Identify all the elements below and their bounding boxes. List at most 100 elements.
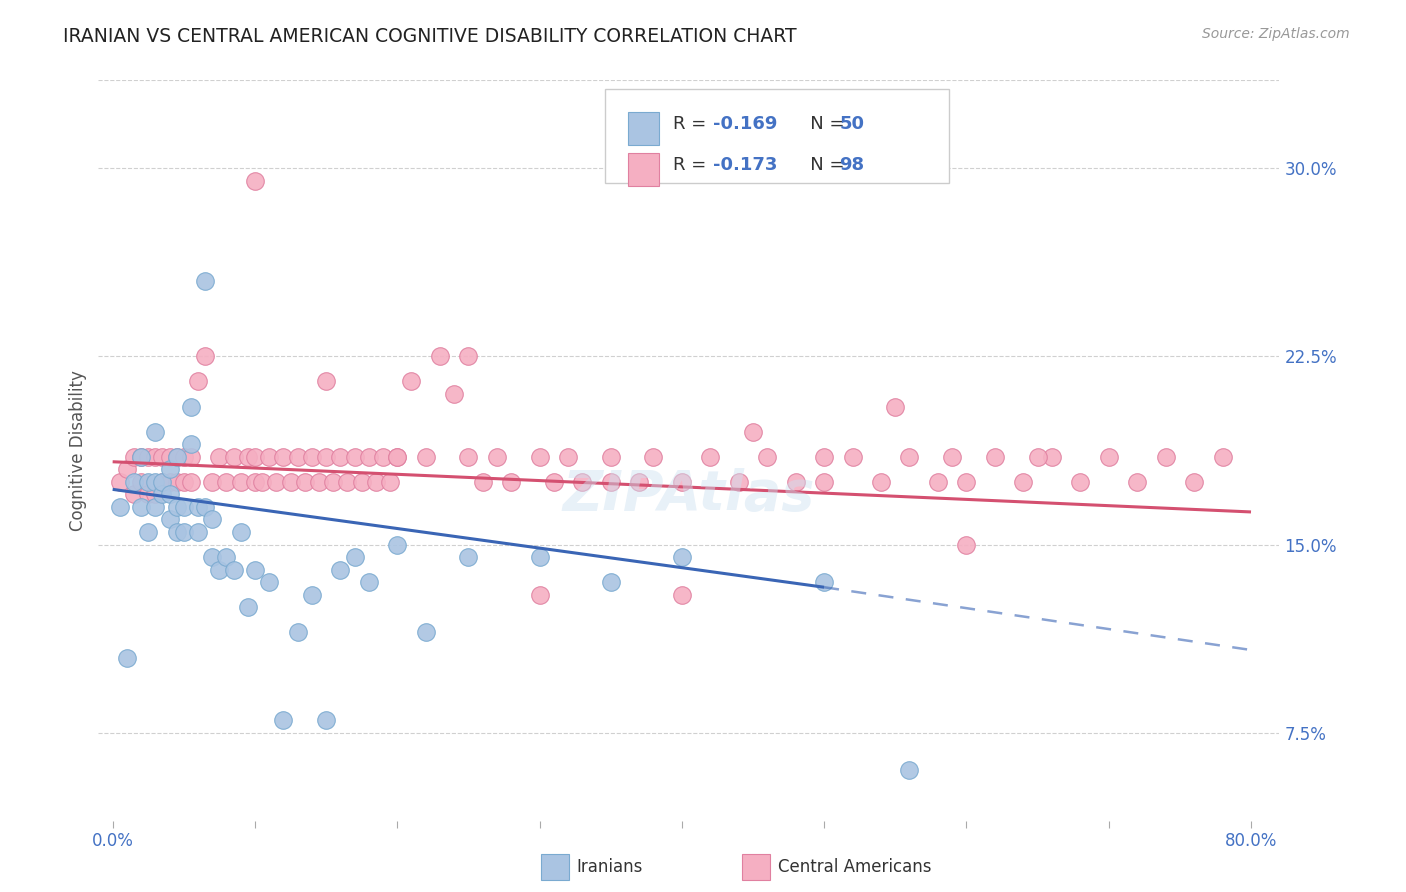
Point	[136, 524, 159, 539]
Point	[457, 550, 479, 565]
Point	[208, 563, 231, 577]
Point	[187, 500, 209, 514]
Point	[129, 450, 152, 464]
Point	[1182, 475, 1205, 489]
Point	[280, 475, 302, 489]
Point	[457, 450, 479, 464]
Point	[115, 462, 138, 476]
Point	[529, 550, 551, 565]
Point	[543, 475, 565, 489]
Point	[841, 450, 863, 464]
Point	[336, 475, 359, 489]
Point	[301, 450, 323, 464]
Point	[159, 475, 181, 489]
Point	[122, 450, 145, 464]
Text: R =: R =	[673, 115, 713, 133]
Point	[180, 450, 202, 464]
Text: -0.173: -0.173	[713, 156, 778, 174]
Point	[415, 450, 437, 464]
Point	[984, 450, 1007, 464]
Point	[173, 524, 195, 539]
Point	[129, 500, 152, 514]
Point	[173, 450, 195, 464]
Point	[927, 475, 949, 489]
Point	[166, 450, 188, 464]
Point	[387, 450, 409, 464]
Point	[671, 475, 693, 489]
Point	[1098, 450, 1121, 464]
Point	[136, 487, 159, 501]
Point	[257, 575, 280, 590]
Text: Source: ZipAtlas.com: Source: ZipAtlas.com	[1202, 27, 1350, 41]
Point	[136, 475, 159, 489]
Point	[243, 563, 266, 577]
Point	[122, 475, 145, 489]
Point	[108, 475, 131, 489]
Point	[229, 524, 252, 539]
Point	[266, 475, 288, 489]
Point	[315, 713, 337, 727]
Point	[387, 538, 409, 552]
Point	[813, 475, 835, 489]
Point	[742, 425, 765, 439]
Point	[294, 475, 316, 489]
Point	[287, 625, 309, 640]
Point	[322, 475, 344, 489]
Point	[243, 174, 266, 188]
Point	[187, 375, 209, 389]
Point	[229, 475, 252, 489]
Point	[599, 475, 621, 489]
Point	[371, 450, 394, 464]
Point	[756, 450, 779, 464]
Point	[215, 550, 238, 565]
Point	[166, 475, 188, 489]
Point	[571, 475, 593, 489]
Text: ZIPAtlas: ZIPAtlas	[562, 468, 815, 522]
Point	[898, 764, 921, 778]
Point	[108, 500, 131, 514]
Text: N =: N =	[793, 115, 851, 133]
Point	[173, 500, 195, 514]
Point	[443, 387, 465, 401]
Text: 98: 98	[839, 156, 865, 174]
Text: Central Americans: Central Americans	[778, 858, 931, 876]
Point	[628, 475, 651, 489]
Point	[180, 437, 202, 451]
Point	[941, 450, 963, 464]
Point	[401, 375, 423, 389]
Y-axis label: Cognitive Disability: Cognitive Disability	[69, 370, 87, 531]
Point	[1026, 450, 1049, 464]
Point	[813, 450, 835, 464]
Point	[159, 512, 181, 526]
Point	[194, 500, 217, 514]
Point	[301, 588, 323, 602]
Point	[243, 475, 266, 489]
Point	[529, 450, 551, 464]
Point	[343, 550, 366, 565]
Point	[180, 400, 202, 414]
Point	[1154, 450, 1177, 464]
Point	[1012, 475, 1035, 489]
Point	[143, 425, 166, 439]
Point	[208, 450, 231, 464]
Point	[955, 475, 977, 489]
Point	[152, 475, 174, 489]
Point	[870, 475, 893, 489]
Point	[329, 563, 352, 577]
Point	[159, 462, 181, 476]
Point	[415, 625, 437, 640]
Point	[643, 450, 665, 464]
Point	[129, 475, 152, 489]
Point	[187, 524, 209, 539]
Point	[1040, 450, 1063, 464]
Point	[315, 375, 337, 389]
Point	[222, 563, 245, 577]
Point	[143, 500, 166, 514]
Point	[152, 450, 174, 464]
Text: N =: N =	[793, 156, 851, 174]
Point	[1212, 450, 1234, 464]
Point	[201, 512, 224, 526]
Point	[152, 475, 174, 489]
Point	[357, 575, 380, 590]
Point	[257, 450, 280, 464]
